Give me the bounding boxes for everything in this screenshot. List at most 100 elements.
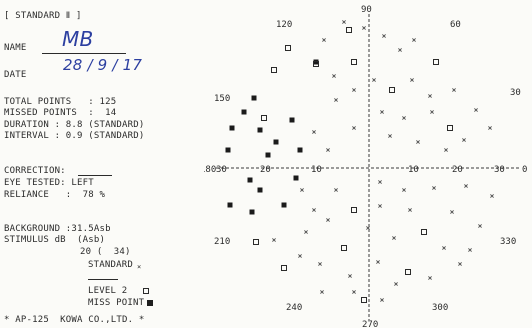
standard-mark	[430, 110, 434, 114]
visual-field-chart: 30 20 10 10 20 30 90 120 60 150 30 180 0…	[204, 5, 527, 328]
legend-miss-point: MISS POINT	[88, 298, 154, 308]
miss-point-mark	[289, 117, 295, 123]
filled-square-icon	[147, 299, 154, 306]
program-header: [ STANDARD Ⅱ ]	[4, 11, 82, 21]
level2-mark	[405, 269, 411, 275]
standard-mark	[444, 148, 448, 152]
standard-mark	[488, 126, 492, 130]
name-label: NAME	[4, 43, 27, 53]
legend-divider	[88, 279, 118, 280]
standard-mark	[474, 108, 478, 112]
standard-mark	[380, 298, 384, 302]
standard-mark	[452, 88, 456, 92]
eye-tested: EYE TESTED: LEFT	[4, 178, 94, 188]
standard-mark	[376, 260, 380, 264]
standard-mark	[334, 188, 338, 192]
standard-mark	[300, 188, 304, 192]
level2-mark	[351, 59, 357, 65]
level2-mark	[433, 59, 439, 65]
standard-mark	[410, 78, 414, 82]
degree-scale: 30 20 10 10 20 30	[216, 165, 505, 175]
missed-points: MISSED POINTS : 14	[4, 108, 117, 118]
standard-mark	[378, 204, 382, 208]
standard-mark	[478, 224, 482, 228]
scale-right-30: 30	[494, 165, 505, 175]
standard-mark	[408, 208, 412, 212]
angle-120: 120	[276, 20, 292, 30]
standard-mark	[464, 184, 468, 188]
standard-mark	[304, 230, 308, 234]
miss-point-mark	[229, 125, 235, 131]
name-underline	[42, 53, 126, 54]
standard-mark	[372, 78, 376, 82]
standard-mark	[342, 20, 346, 24]
miss-point-mark	[241, 109, 247, 115]
miss-point-mark	[273, 139, 279, 145]
stimulus-header: STIMULUS dB (Asb)	[4, 235, 106, 245]
level2-mark	[253, 239, 259, 245]
angle-300: 300	[432, 303, 448, 313]
angle-240: 240	[286, 303, 302, 313]
standard-mark	[352, 126, 356, 130]
stimulus-points	[225, 20, 494, 303]
standard-mark	[320, 290, 324, 294]
standard-mark	[362, 26, 366, 30]
date-value-handwritten: 28 / 9 / 17	[63, 56, 143, 74]
angle-90: 90	[361, 5, 372, 15]
standard-mark	[366, 226, 370, 230]
angle-180: 180	[204, 165, 216, 175]
angle-labels: 90 120 60 150 30 180 0 210 330 240 300 2…	[204, 5, 527, 328]
standard-mark	[490, 194, 494, 198]
miss-point-mark	[251, 95, 257, 101]
standard-mark	[394, 282, 398, 286]
standard-mark	[334, 98, 338, 102]
duration: DURATION : 8.8 (STANDARD)	[4, 120, 145, 130]
correction-label: CORRECTION:	[4, 166, 66, 176]
date-label: DATE	[4, 70, 27, 80]
stimulus-value: 20 ( 34)	[80, 247, 131, 257]
x-mark-icon: ×	[136, 262, 142, 271]
standard-mark	[352, 290, 356, 294]
scale-right-20: 20	[452, 165, 463, 175]
standard-mark	[432, 186, 436, 190]
standard-mark	[312, 130, 316, 134]
miss-point-mark	[225, 147, 231, 153]
miss-point-mark	[297, 147, 303, 153]
level2-mark	[271, 67, 277, 73]
level2-mark	[341, 245, 347, 251]
standard-mark	[428, 276, 432, 280]
miss-point-mark	[257, 127, 263, 133]
standard-mark	[382, 34, 386, 38]
scale-left-30: 30	[216, 165, 227, 175]
standard-mark	[458, 262, 462, 266]
scale-left-20: 20	[260, 165, 271, 175]
standard-mark	[416, 140, 420, 144]
standard-mark	[402, 188, 406, 192]
correction-blank-line	[78, 175, 112, 176]
standard-mark	[298, 254, 302, 258]
background-luminance: BACKGROUND :31.5Asb	[4, 224, 111, 234]
angle-210: 210	[214, 237, 230, 247]
level2-mark	[389, 87, 395, 93]
standard-mark	[398, 48, 402, 52]
standard-mark	[428, 94, 432, 98]
miss-point-mark	[257, 187, 263, 193]
miss-point-mark	[265, 152, 271, 158]
standard-mark	[332, 74, 336, 78]
angle-270: 270	[362, 320, 378, 328]
standard-mark	[318, 262, 322, 266]
reliance: RELIANCE : 78 %	[4, 190, 106, 200]
legend-standard-label: STANDARD	[88, 260, 133, 270]
angle-60: 60	[450, 20, 461, 30]
standard-mark	[442, 246, 446, 250]
legend-standard: STANDARD ×	[88, 260, 143, 271]
angle-0: 0	[522, 165, 527, 175]
standard-mark	[388, 134, 392, 138]
level2-mark	[447, 125, 453, 131]
scale-left-10: 10	[311, 165, 322, 175]
level2-mark	[361, 297, 367, 303]
standard-mark	[378, 180, 382, 184]
footer-manufacturer: * AP-125 KOWA CO.,LTD. *	[4, 315, 145, 325]
standard-mark	[348, 274, 352, 278]
